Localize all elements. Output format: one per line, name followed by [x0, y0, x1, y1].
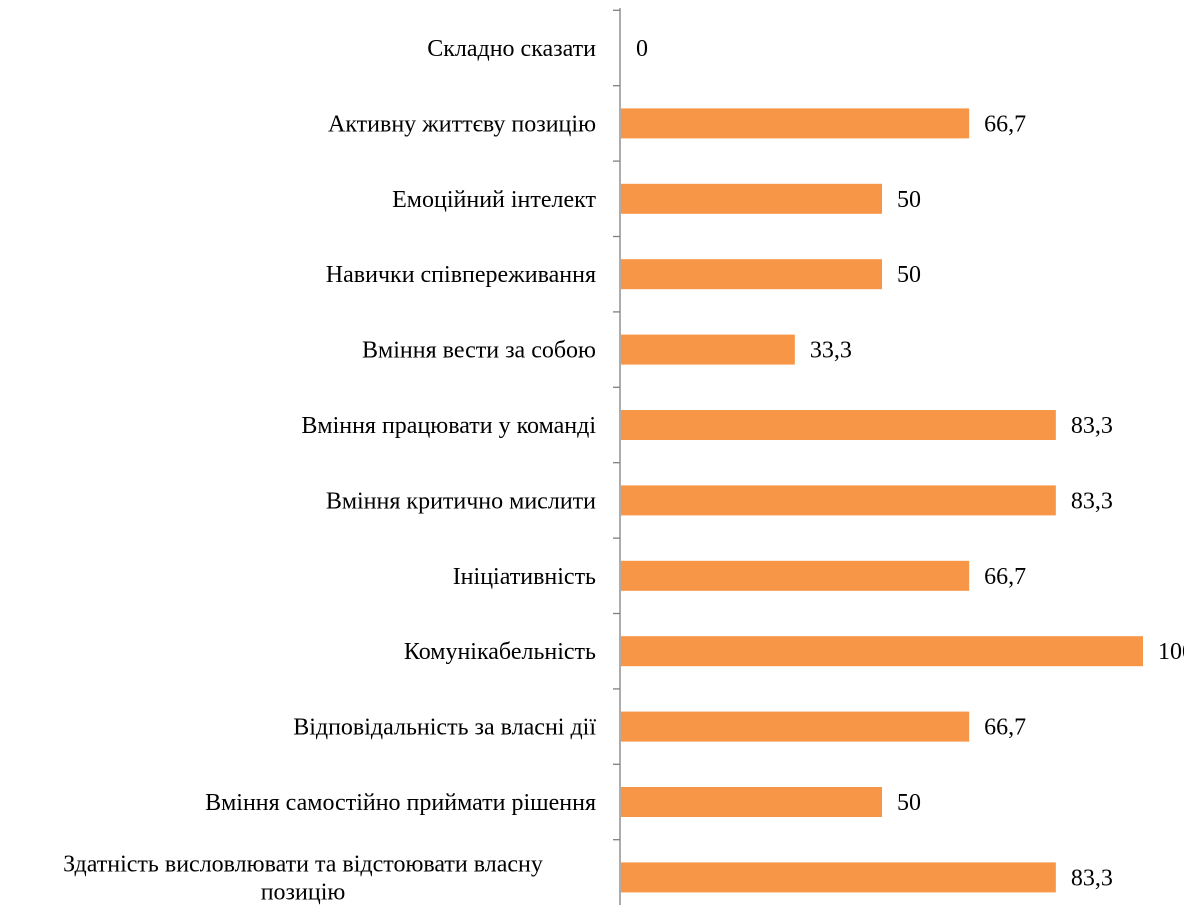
data-label: 33,3	[810, 338, 852, 364]
data-label: 83,3	[1071, 413, 1113, 439]
bar	[621, 259, 882, 290]
data-label: 50	[897, 262, 921, 288]
data-label: 50	[897, 187, 921, 213]
data-label: 50	[897, 790, 921, 816]
bars-group	[621, 108, 1143, 893]
category-label: Вміння вести за собою	[362, 338, 596, 364]
category-labels-group: Складно сказати Активну життєву позицію Ем…	[63, 36, 596, 905]
bar	[621, 787, 882, 817]
category-label: Здатність висловлювати та відстоювати вл…	[63, 851, 543, 905]
bar	[621, 862, 1056, 893]
data-label: 83,3	[1071, 488, 1113, 514]
bar	[621, 636, 1143, 667]
bar	[621, 334, 795, 365]
category-label: Відповідальність за власні дії	[293, 715, 596, 741]
axis-ticks-group	[613, 9, 620, 841]
category-label: Вміння критично мислити	[326, 488, 596, 514]
data-label: 100	[1158, 639, 1184, 665]
data-label: 66,7	[984, 111, 1026, 137]
category-label: Активну життєву позицію	[328, 111, 596, 137]
category-label: Ініціативність	[453, 564, 596, 590]
bar	[621, 485, 1056, 516]
category-label: Вміння працювати у команді	[301, 413, 596, 439]
category-label: Емоційний інтелект	[392, 187, 596, 213]
category-label: Вміння самостійно приймати рішення	[205, 790, 596, 816]
bar	[621, 183, 882, 214]
data-label: 66,7	[984, 564, 1026, 590]
bar	[621, 560, 970, 591]
category-label: Комунікабельність	[404, 639, 596, 665]
bar	[621, 711, 970, 742]
bar	[621, 108, 970, 139]
data-label: 83,3	[1071, 865, 1113, 891]
bar	[621, 410, 1056, 440]
value-labels-group: 0 66,7 50 50 33,3 83,3 83,3 66,7 100 66,7 50 83,3	[636, 36, 1184, 891]
category-label: Навички співпереживання	[326, 262, 596, 288]
category-label: Складно сказати	[427, 36, 596, 62]
data-label: 0	[636, 36, 648, 62]
data-label: 66,7	[984, 715, 1026, 741]
